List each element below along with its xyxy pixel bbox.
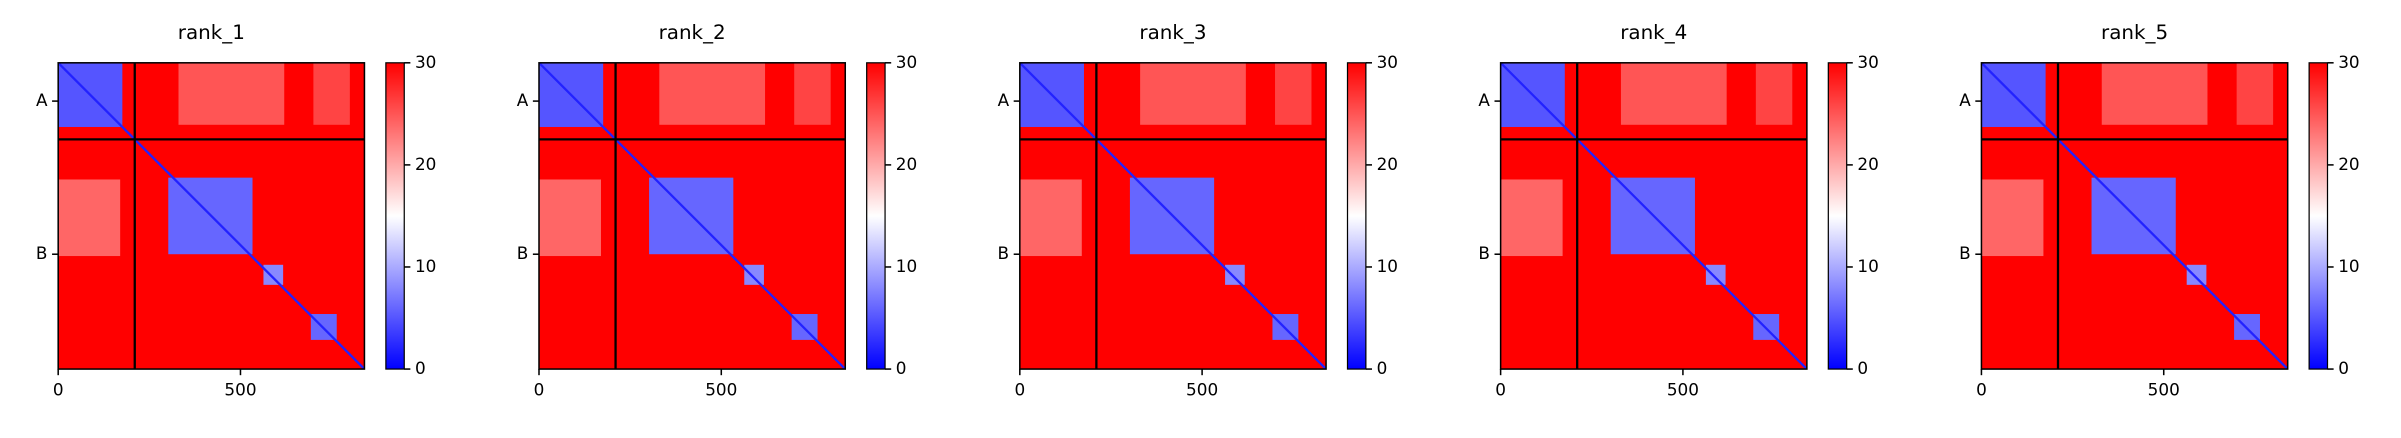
panel-title: rank_5 xyxy=(2101,21,2168,44)
axes-frame xyxy=(1499,62,1808,370)
colorbar-tick-label: 20 xyxy=(1377,154,1398,174)
heatmap xyxy=(1019,62,1327,370)
colorbar xyxy=(2308,62,2329,370)
heatmap-block xyxy=(1225,264,1245,285)
diagonal xyxy=(539,62,846,370)
heatmap-block xyxy=(313,62,350,125)
panel-title: rank_4 xyxy=(1620,21,1687,44)
colorbar-tick-label: 30 xyxy=(2338,52,2359,72)
x-tick-label: 500 xyxy=(2148,379,2180,399)
colorbar-tick-label: 30 xyxy=(1857,52,1878,72)
y-tick-label: A xyxy=(517,90,529,110)
colorbar-tick-label: 10 xyxy=(896,256,917,276)
heatmap-block xyxy=(178,62,285,125)
heatmap-block xyxy=(744,264,764,285)
y-tick-label: B xyxy=(1959,243,1971,263)
y-tick-label: A xyxy=(1959,90,1971,110)
colorbar-tick-label: 20 xyxy=(896,154,917,174)
y-tick-label: B xyxy=(1478,243,1490,263)
diagonal xyxy=(58,62,365,370)
colorbar-tick-label: 0 xyxy=(2338,358,2349,378)
diagonal xyxy=(1500,62,1807,370)
colorbar xyxy=(1827,62,1848,370)
heatmap-block xyxy=(1981,179,2044,257)
y-tick-label: B xyxy=(998,243,1010,263)
colorbar-tick-label: 20 xyxy=(1857,154,1878,174)
heatmap-block xyxy=(1500,179,1563,257)
colorbar-tick-label: 0 xyxy=(1377,358,1388,378)
heatmap-block xyxy=(263,264,284,285)
colorbar-tick-label: 20 xyxy=(415,154,436,174)
heatmap-block xyxy=(659,62,766,125)
panel-title: rank_2 xyxy=(659,21,726,44)
y-tick-label: B xyxy=(36,243,48,263)
x-tick-label: 500 xyxy=(705,379,737,399)
heatmap xyxy=(539,62,846,370)
heatmap-block xyxy=(1275,62,1312,125)
panel-title: rank_1 xyxy=(178,21,245,44)
heatmap xyxy=(1981,62,2288,370)
heatmap-block xyxy=(539,179,601,257)
x-tick-label: 500 xyxy=(1186,379,1218,399)
heatmap-block xyxy=(1620,62,1727,125)
diagonal xyxy=(1981,62,2288,370)
colorbar-tick-label: 10 xyxy=(1377,256,1398,276)
colorbar xyxy=(385,62,405,370)
heatmap-block xyxy=(794,62,831,125)
axes-frame xyxy=(1980,62,2289,370)
x-tick-label: 0 xyxy=(534,379,545,399)
colorbar xyxy=(866,62,886,370)
x-tick-label: 0 xyxy=(53,379,64,399)
x-tick-label: 0 xyxy=(1976,379,1987,399)
colorbar-tick-label: 0 xyxy=(1857,358,1868,378)
x-tick-label: 500 xyxy=(224,379,256,399)
colorbar xyxy=(1346,62,1367,370)
colorbar-tick-label: 0 xyxy=(896,358,907,378)
colorbar-tick-label: 10 xyxy=(415,256,436,276)
panel-title: rank_3 xyxy=(1139,21,1206,44)
y-tick-label: A xyxy=(36,90,48,110)
colorbar-tick-label: 30 xyxy=(1377,52,1398,72)
axes-frame xyxy=(538,62,847,370)
colorbar-tick-label: 30 xyxy=(896,52,917,72)
heatmap-block xyxy=(2186,264,2207,285)
diagonal xyxy=(1019,62,1327,370)
x-tick-label: 0 xyxy=(1495,379,1506,399)
x-tick-label: 500 xyxy=(1667,379,1699,399)
heatmap-block xyxy=(2236,62,2274,125)
colorbar-tick-label: 10 xyxy=(2338,256,2359,276)
colorbar-tick-label: 30 xyxy=(415,52,436,72)
heatmap-block xyxy=(1755,62,1793,125)
heatmap-block xyxy=(1705,264,1726,285)
heatmap-block xyxy=(58,179,121,257)
axes-frame xyxy=(57,62,366,370)
y-tick-label: A xyxy=(1478,90,1490,110)
heatmap-block xyxy=(1019,179,1082,257)
y-tick-label: B xyxy=(517,243,529,263)
colorbar-tick-label: 0 xyxy=(415,358,426,378)
colorbar-tick-label: 10 xyxy=(1857,256,1878,276)
heatmap-block xyxy=(2101,62,2208,125)
heatmap xyxy=(58,62,365,370)
heatmap xyxy=(1500,62,1807,370)
x-tick-label: 0 xyxy=(1014,379,1025,399)
colorbar-tick-label: 20 xyxy=(2338,154,2359,174)
y-tick-label: A xyxy=(998,90,1010,110)
heatmap-block xyxy=(1140,62,1246,125)
axes-frame xyxy=(1019,62,1327,370)
